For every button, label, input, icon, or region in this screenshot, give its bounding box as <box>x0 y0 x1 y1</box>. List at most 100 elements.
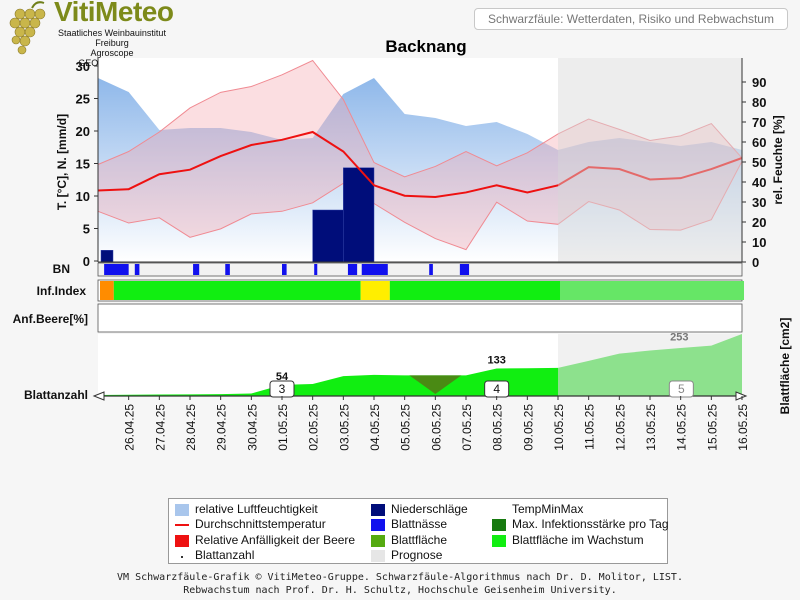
max-infection-marker <box>409 375 462 394</box>
logo-text: VitiMeteo <box>54 0 174 27</box>
legend-swatch <box>492 519 506 531</box>
leaf-row-label: Blattanzahl <box>24 388 88 402</box>
legend: relative Luftfeuchtigkeit Niederschläge Te… <box>168 498 669 564</box>
grape-icon <box>9 1 46 55</box>
leaf-area-prognosis <box>558 334 742 396</box>
x-tick-label: 12.05.25 <box>613 404 627 451</box>
y-left-tick-label: 20 <box>76 124 90 139</box>
y-right-tick-label: 80 <box>752 95 766 110</box>
x-tick-label: 28.04.25 <box>184 404 198 451</box>
y-right-tick-label: 90 <box>752 75 766 90</box>
anfbeere-row-label: Anf.Beere[%] <box>13 312 88 326</box>
x-tick-label: 29.04.25 <box>215 404 229 451</box>
chart-title: Backnang <box>385 37 466 56</box>
temp-min-line <box>97 161 743 251</box>
legend-label: relative Luftfeuchtigkeit <box>195 502 318 516</box>
blattnaesse-bar <box>429 264 433 275</box>
blattnaesse-bar <box>347 264 358 275</box>
y-right-tick-label: 10 <box>752 235 766 250</box>
leaf-prognosis-overlay <box>558 334 742 396</box>
humidity-area <box>98 78 742 262</box>
anfbeere-row <box>97 303 743 333</box>
y-left-tick-label: 25 <box>76 92 90 107</box>
x-tick-label: 14.05.25 <box>675 404 689 451</box>
legend-swatch <box>175 535 189 547</box>
x-tick-label: 11.05.25 <box>583 404 597 450</box>
institution-2: Agroscope <box>90 48 134 58</box>
y-right-tick-label: 40 <box>752 175 766 190</box>
legend-label: Blattnässe <box>391 517 448 531</box>
infindex-segment <box>389 281 560 300</box>
leaf-ylabel: Blattfläche [cm2] <box>778 318 792 415</box>
legend-label: Max. Infektionsstärke pro Tag <box>512 517 669 531</box>
chart-subtitle: Schwarzfäule: Wetterdaten, Risiko und Re… <box>474 8 788 30</box>
legend-swatch <box>181 556 183 558</box>
bn-row-label: BN <box>53 262 70 276</box>
blattnaesse-bar <box>282 264 287 275</box>
x-tick-label: 08.05.25 <box>491 404 505 451</box>
blattnaesse-bar <box>459 264 470 275</box>
leaf-area-value: 133 <box>487 355 505 367</box>
infindex-segment <box>113 281 361 300</box>
x-tick-label: 04.05.25 <box>368 404 382 451</box>
y-left-tick-label: 0 <box>83 254 90 269</box>
legend-swatch <box>492 535 506 547</box>
x-tick-label: 16.05.25 <box>736 404 750 451</box>
legend-label: Blattfläche <box>391 533 448 547</box>
leaf-count-value: 5 <box>678 382 685 396</box>
legend-swatch <box>371 519 385 531</box>
mean-temp-line <box>97 130 743 199</box>
x-tick-label: 05.05.25 <box>399 404 413 451</box>
y-right-tick-label: 0 <box>752 255 759 270</box>
y-left-tick-label: 15 <box>76 157 90 172</box>
legend-swatch <box>492 504 506 516</box>
precip-bar <box>312 209 344 263</box>
leaf-area-value: 253 <box>670 332 688 344</box>
leaf-axis-arrow-right <box>735 391 748 401</box>
temp-minmax-band <box>98 60 742 250</box>
x-tick-label: 27.04.25 <box>153 404 167 451</box>
blattnaesse-bar <box>225 264 230 275</box>
x-tick-label: 06.05.25 <box>429 404 443 451</box>
legend-swatch <box>371 550 385 562</box>
leaf-count-value: 3 <box>279 382 286 396</box>
y-right-label: rel. Feuchte [%] <box>771 115 785 204</box>
institution-1: Staatliches Weinbauinstitut Freiburg <box>58 28 166 48</box>
leaf-count-box <box>668 380 694 398</box>
x-tick-label: 15.05.25 <box>705 404 719 451</box>
legend-label: TempMinMax <box>512 502 584 516</box>
x-tick-label: 07.05.25 <box>460 404 474 451</box>
legend-swatch <box>371 535 385 547</box>
y-right-tick-label: 20 <box>752 215 766 230</box>
y-left-label: T. [°C], N. [mm/d] <box>55 114 69 210</box>
legend-swatch <box>175 524 189 526</box>
legend-swatch <box>175 504 189 516</box>
x-tick-label: 01.05.25 <box>276 404 290 451</box>
legend-label: Niederschläge <box>391 502 468 516</box>
legend-label: Durchschnittstemperatur <box>195 517 326 531</box>
y-right-tick-label: 30 <box>752 195 766 210</box>
precip-bar <box>100 250 114 263</box>
leaf-axis-arrow-left <box>92 391 105 401</box>
x-tick-label: 09.05.25 <box>521 404 535 451</box>
y-left-tick-label: 5 <box>83 222 90 237</box>
legend-label: Blattanzahl <box>195 548 255 562</box>
x-tick-label: 10.05.25 <box>552 404 566 451</box>
leaf-area-value: 54 <box>276 371 289 383</box>
y-right-tick-label: 60 <box>752 135 766 150</box>
x-tick-label: 26.04.25 <box>123 404 137 451</box>
leaf-area-growth <box>98 367 558 396</box>
infindex-row-label: Inf.Index <box>37 284 87 298</box>
legend-label: Relative Anfälligkeit der Beere <box>195 533 356 547</box>
legend-swatch <box>371 504 385 516</box>
blattnaesse-bar <box>361 264 388 275</box>
blattnaesse-bar <box>314 264 318 275</box>
legend-label: Blattfläche im Wachstum <box>512 533 644 547</box>
bn-row <box>97 262 743 277</box>
footer: VM Schwarzfäule-Grafik © VitiMeteo-Grupp… <box>0 571 800 597</box>
precip-bar <box>343 167 375 263</box>
x-tick-label: 02.05.25 <box>307 404 321 451</box>
infindex-segment <box>360 281 390 300</box>
blattnaesse-bar <box>193 264 200 275</box>
y-left-tick-label: 30 <box>76 59 90 74</box>
